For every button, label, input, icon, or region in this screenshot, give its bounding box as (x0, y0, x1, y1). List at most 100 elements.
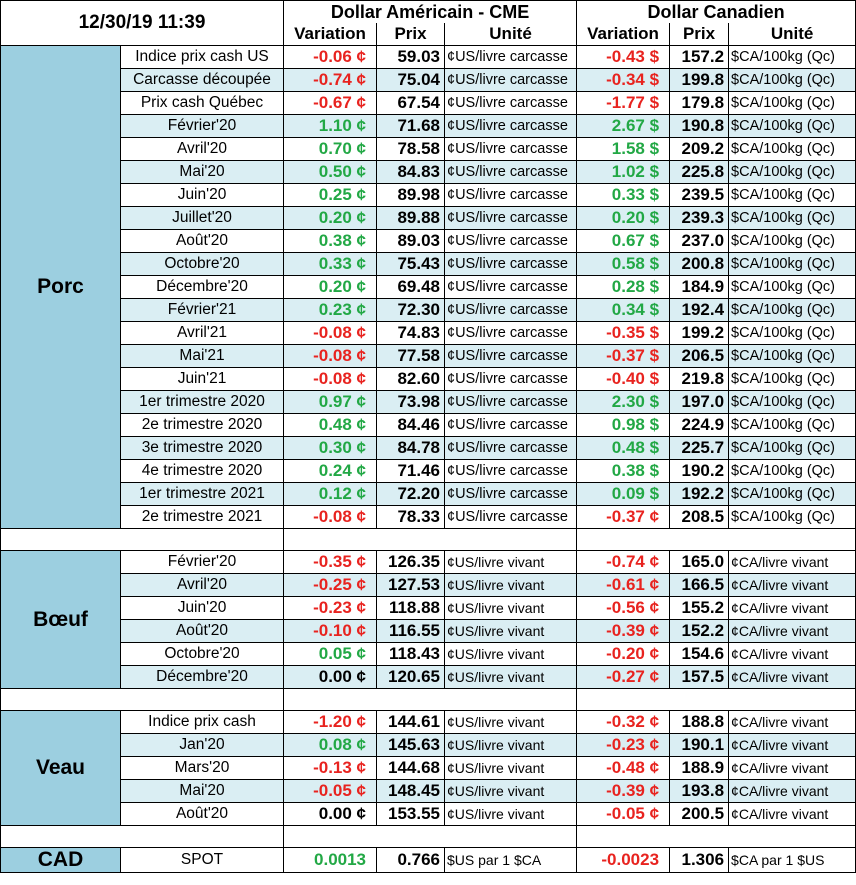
cad-price: 239.3 (669, 206, 730, 230)
usd-variation: 0.05 ¢ (283, 642, 378, 666)
cad-unit: $CA/100kg (Qc) (728, 91, 856, 115)
cad-unit: $CA par 1 $US (728, 847, 856, 873)
table-row: Août'20 0.38 ¢ 89.03 ¢US/livre carcasse 0.67… (1, 229, 856, 253)
row-label: Décembre'20 (119, 275, 285, 299)
usd-variation: -0.13 ¢ (283, 756, 378, 780)
cad-variation-header: Variation (576, 23, 671, 46)
row-label: Février'20 (119, 114, 285, 138)
row-label: Mai'21 (119, 344, 285, 368)
row-label: Décembre'20 (119, 665, 285, 689)
row-label: Mai'20 (119, 160, 285, 184)
cad-variation: -0.27 ¢ (576, 665, 671, 689)
row-label: Mars'20 (119, 756, 285, 780)
usd-unit: ¢US/livre carcasse (444, 413, 578, 437)
cad-variation: -1.77 $ (576, 91, 671, 115)
usd-price: 69.48 (376, 275, 446, 299)
usd-price: 145.63 (376, 733, 446, 757)
cad-price: 166.5 (669, 573, 730, 597)
cad-unit: $CA/100kg (Qc) (728, 229, 856, 253)
cad-price: 184.9 (669, 275, 730, 299)
spacer-cell (283, 528, 578, 551)
usd-price: 84.46 (376, 413, 446, 437)
usd-price: 72.30 (376, 298, 446, 322)
cad-unit: ¢CA/livre vivant (728, 619, 856, 643)
usd-variation: -0.35 ¢ (283, 550, 378, 574)
row-label: Carcasse découpée (119, 68, 285, 92)
usd-price: 153.55 (376, 802, 446, 826)
row-label: Prix cash Québec (119, 91, 285, 115)
usd-unit: ¢US/livre carcasse (444, 252, 578, 276)
usd-price: 118.43 (376, 642, 446, 666)
usd-price: 74.83 (376, 321, 446, 345)
row-label: SPOT (119, 847, 285, 873)
usd-section-title: Dollar Américain - CME (283, 0, 578, 23)
usd-variation: 0.00 ¢ (283, 802, 378, 826)
row-label: Indice prix cash (119, 710, 285, 734)
cad-variation: 2.67 $ (576, 114, 671, 138)
usd-unit: ¢US/livre carcasse (444, 45, 578, 69)
cad-price: 190.1 (669, 733, 730, 757)
row-label: Juin'21 (119, 367, 285, 391)
usd-variation: 0.00 ¢ (283, 665, 378, 689)
cad-unit: $CA/100kg (Qc) (728, 459, 856, 483)
table-row: Avril'20 -0.25 ¢ 127.53 ¢US/livre vivant -0.… (1, 573, 856, 597)
cad-variation: -0.35 $ (576, 321, 671, 345)
table-row: Prix cash Québec -0.67 ¢ 67.54 ¢US/livre ca… (1, 91, 856, 115)
usd-price: 82.60 (376, 367, 446, 391)
row-label: Juillet'20 (119, 206, 285, 230)
cad-price: 188.9 (669, 756, 730, 780)
spacer-cell (283, 688, 578, 711)
usd-variation: 0.0013 (283, 847, 378, 873)
usd-variation: 0.70 ¢ (283, 137, 378, 161)
cad-price: 152.2 (669, 619, 730, 643)
cad-unit: ¢CA/livre vivant (728, 642, 856, 666)
usd-variation-header: Variation (283, 23, 378, 46)
cad-price: 225.7 (669, 436, 730, 460)
usd-unite-header: Unité (444, 23, 578, 46)
cad-variation: 1.02 $ (576, 160, 671, 184)
cad-variation: -0.39 ¢ (576, 619, 671, 643)
usd-variation: 0.97 ¢ (283, 390, 378, 414)
usd-variation: 0.24 ¢ (283, 459, 378, 483)
cad-price: 200.8 (669, 252, 730, 276)
usd-unit: ¢US/livre carcasse (444, 206, 578, 230)
cad-price: 188.8 (669, 710, 730, 734)
cad-unit: $CA/100kg (Qc) (728, 390, 856, 414)
cad-variation: -0.39 ¢ (576, 779, 671, 803)
usd-variation: 0.25 ¢ (283, 183, 378, 207)
section-spacer (0, 825, 856, 848)
spacer-cell (0, 825, 285, 848)
row-label: Juin'20 (119, 596, 285, 620)
table-row: Août'20 0.00 ¢ 153.55 ¢US/livre vivant -0.05… (1, 802, 856, 826)
usd-price: 75.04 (376, 68, 446, 92)
cad-unit: $CA/100kg (Qc) (728, 45, 856, 69)
usd-price: 71.46 (376, 459, 446, 483)
usd-unit: ¢US/livre carcasse (444, 275, 578, 299)
usd-variation: -0.67 ¢ (283, 91, 378, 115)
usd-unit: ¢US/livre carcasse (444, 482, 578, 506)
usd-variation: -0.10 ¢ (283, 619, 378, 643)
cad-price: 193.8 (669, 779, 730, 803)
row-label: 2e trimestre 2020 (119, 413, 285, 437)
usd-variation: -0.06 ¢ (283, 45, 378, 69)
spacer-cell (576, 688, 856, 711)
cad-price: 157.2 (669, 45, 730, 69)
usd-price: 126.35 (376, 550, 446, 574)
usd-price: 89.03 (376, 229, 446, 253)
usd-variation: -0.08 ¢ (283, 367, 378, 391)
usd-unit: ¢US/livre vivant (444, 619, 578, 643)
cad-variation: 0.33 $ (576, 183, 671, 207)
usd-variation: 0.48 ¢ (283, 413, 378, 437)
cad-variation: 0.98 $ (576, 413, 671, 437)
cad-price: 154.6 (669, 642, 730, 666)
table-row: 2e trimestre 2021 -0.08 ¢ 78.33 ¢US/livre c… (1, 505, 856, 529)
cad-variation: -0.0023 (576, 847, 671, 873)
usd-unit: ¢US/livre carcasse (444, 367, 578, 391)
usd-price: 84.83 (376, 160, 446, 184)
cad-unit: $CA/100kg (Qc) (728, 482, 856, 506)
row-label: Août'20 (119, 802, 285, 826)
cad-unit: $CA/100kg (Qc) (728, 252, 856, 276)
usd-unit: ¢US/livre vivant (444, 550, 578, 574)
cad-price: 157.5 (669, 665, 730, 689)
